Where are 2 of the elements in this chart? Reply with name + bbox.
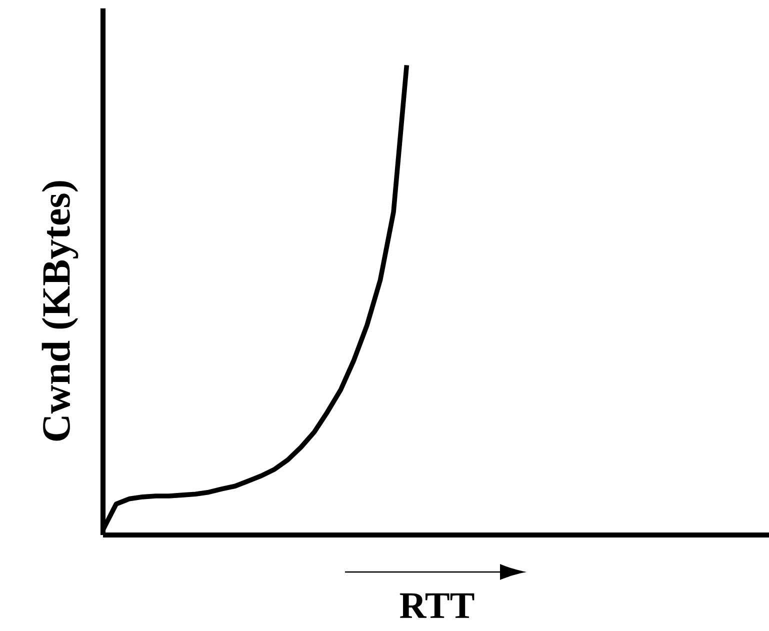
y-axis-title: Cwnd (KBytes) [42,181,78,441]
x-axis-title: RTT [400,593,474,618]
